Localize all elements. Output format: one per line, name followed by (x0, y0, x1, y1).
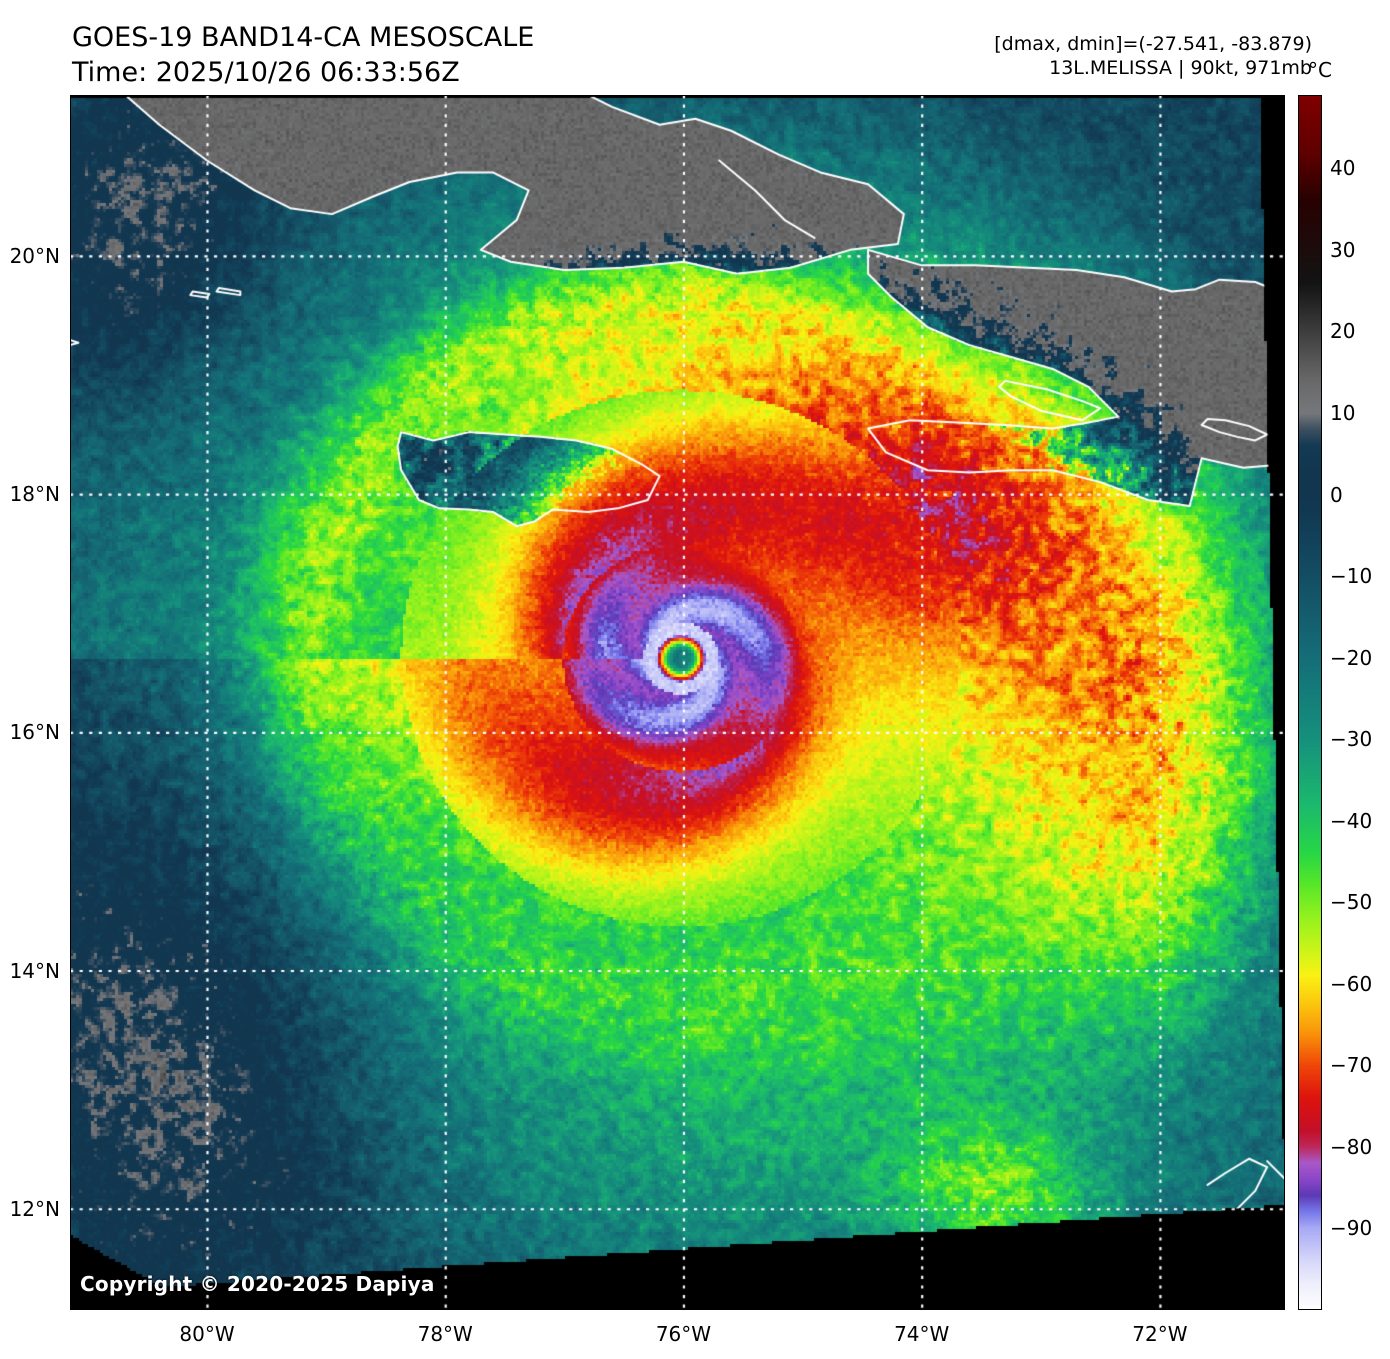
x-axis-tick-74W: 74°W (894, 1322, 950, 1346)
colorbar-tick-neg10: −10 (1330, 564, 1373, 589)
colorbar-tick-neg70: −70 (1330, 1053, 1373, 1078)
page-title: GOES-19 BAND14-CA MESOSCALE (72, 22, 535, 53)
y-axis-tick-20N: 20°N (9, 243, 60, 268)
x-axis-tick-72W: 72°W (1132, 1322, 1188, 1346)
colorbar-tick-30: 30 (1330, 237, 1356, 262)
colorbar-tick-neg30: −30 (1330, 727, 1373, 752)
dminmax-label: [dmax, dmin]=(-27.541, -83.879) (994, 33, 1312, 55)
colorbar-tick-neg60: −60 (1330, 971, 1373, 996)
timestamp-label: Time: 2025/10/26 06:33:56Z (72, 57, 460, 89)
x-axis-tick-80W: 80°W (179, 1322, 235, 1346)
x-axis-tick-76W: 76°W (655, 1322, 712, 1346)
copyright-label: Copyright © 2020-2025 Dapiya (80, 1272, 435, 1296)
colorbar-tick-neg50: −50 (1330, 890, 1373, 915)
colorbar-tick-40: 40 (1330, 156, 1356, 181)
colorbar-tick-20: 20 (1330, 319, 1356, 344)
y-axis-tick-18N: 18°N (9, 482, 60, 507)
colorbar-tick-neg90: −90 (1330, 1216, 1373, 1241)
colorbar-unit-label: °C (1308, 58, 1332, 82)
y-axis-tick-14N: 14°N (9, 958, 60, 983)
storm-label: 13L.MELISSA | 90kt, 971mb (1049, 56, 1312, 79)
colorbar[interactable] (1298, 95, 1322, 1310)
colorbar-gradient (1298, 95, 1322, 1310)
title-block: GOES-19 BAND14-CA MESOSCALE Time: 2025/1… (72, 20, 534, 90)
x-axis-tick-78W: 78°W (417, 1322, 473, 1346)
y-axis-tick-12N: 12°N (9, 1196, 60, 1221)
colorbar-tick-neg80: −80 (1330, 1134, 1373, 1159)
satellite-imagery-canvas[interactable] (70, 95, 1285, 1310)
colorbar-tick-10: 10 (1330, 401, 1356, 426)
colorbar-tick-neg20: −20 (1330, 645, 1373, 670)
colorbar-tick-neg40: −40 (1330, 808, 1373, 833)
y-axis-tick-16N: 16°N (9, 720, 60, 745)
metadata-block: [dmax, dmin]=(-27.541, -83.879) 13L.MELI… (994, 33, 1312, 81)
colorbar-tick-0: 0 (1330, 482, 1343, 507)
